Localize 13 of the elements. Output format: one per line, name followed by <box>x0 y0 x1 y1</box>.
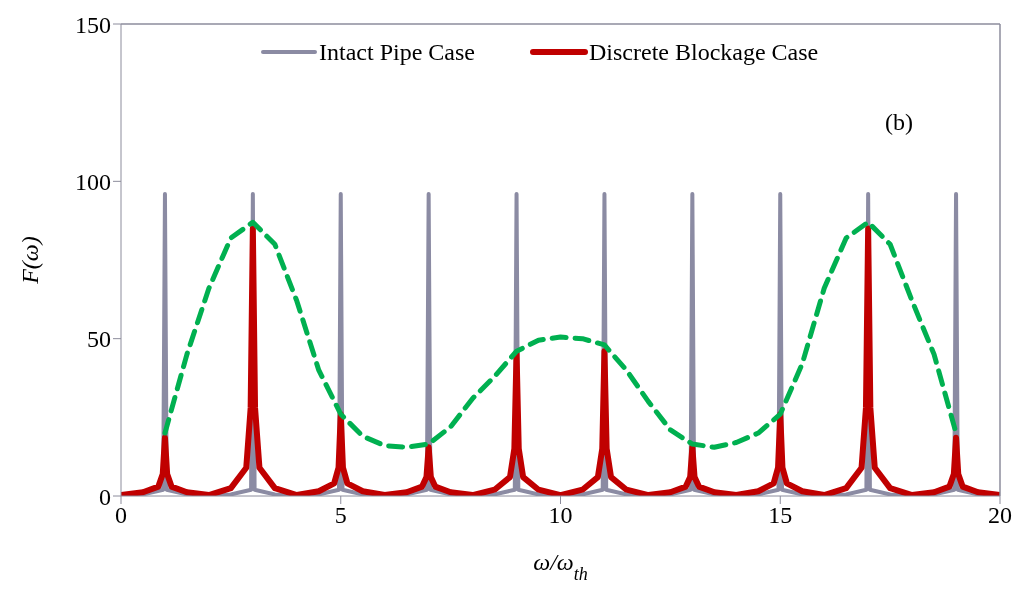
legend-label: Intact Pipe Case <box>319 39 475 65</box>
x-tick-label: 15 <box>768 502 793 529</box>
annotation: (b) <box>884 109 913 135</box>
x-axis-title: ω/ω$_{th}$ <box>533 549 588 584</box>
y-tick-label: 0 <box>99 483 111 510</box>
x-tick-label: 20 <box>988 502 1012 529</box>
y-tick-label: 100 <box>75 168 111 195</box>
y-axis-title: F(ω) <box>17 236 43 285</box>
x-tick-label: 5 <box>334 502 347 529</box>
y-tick-label: 50 <box>87 326 111 353</box>
legend-label: Discrete Blockage Case <box>589 39 819 65</box>
y-tick-label: 150 <box>75 11 111 38</box>
x-tick-label: 10 <box>548 502 573 529</box>
